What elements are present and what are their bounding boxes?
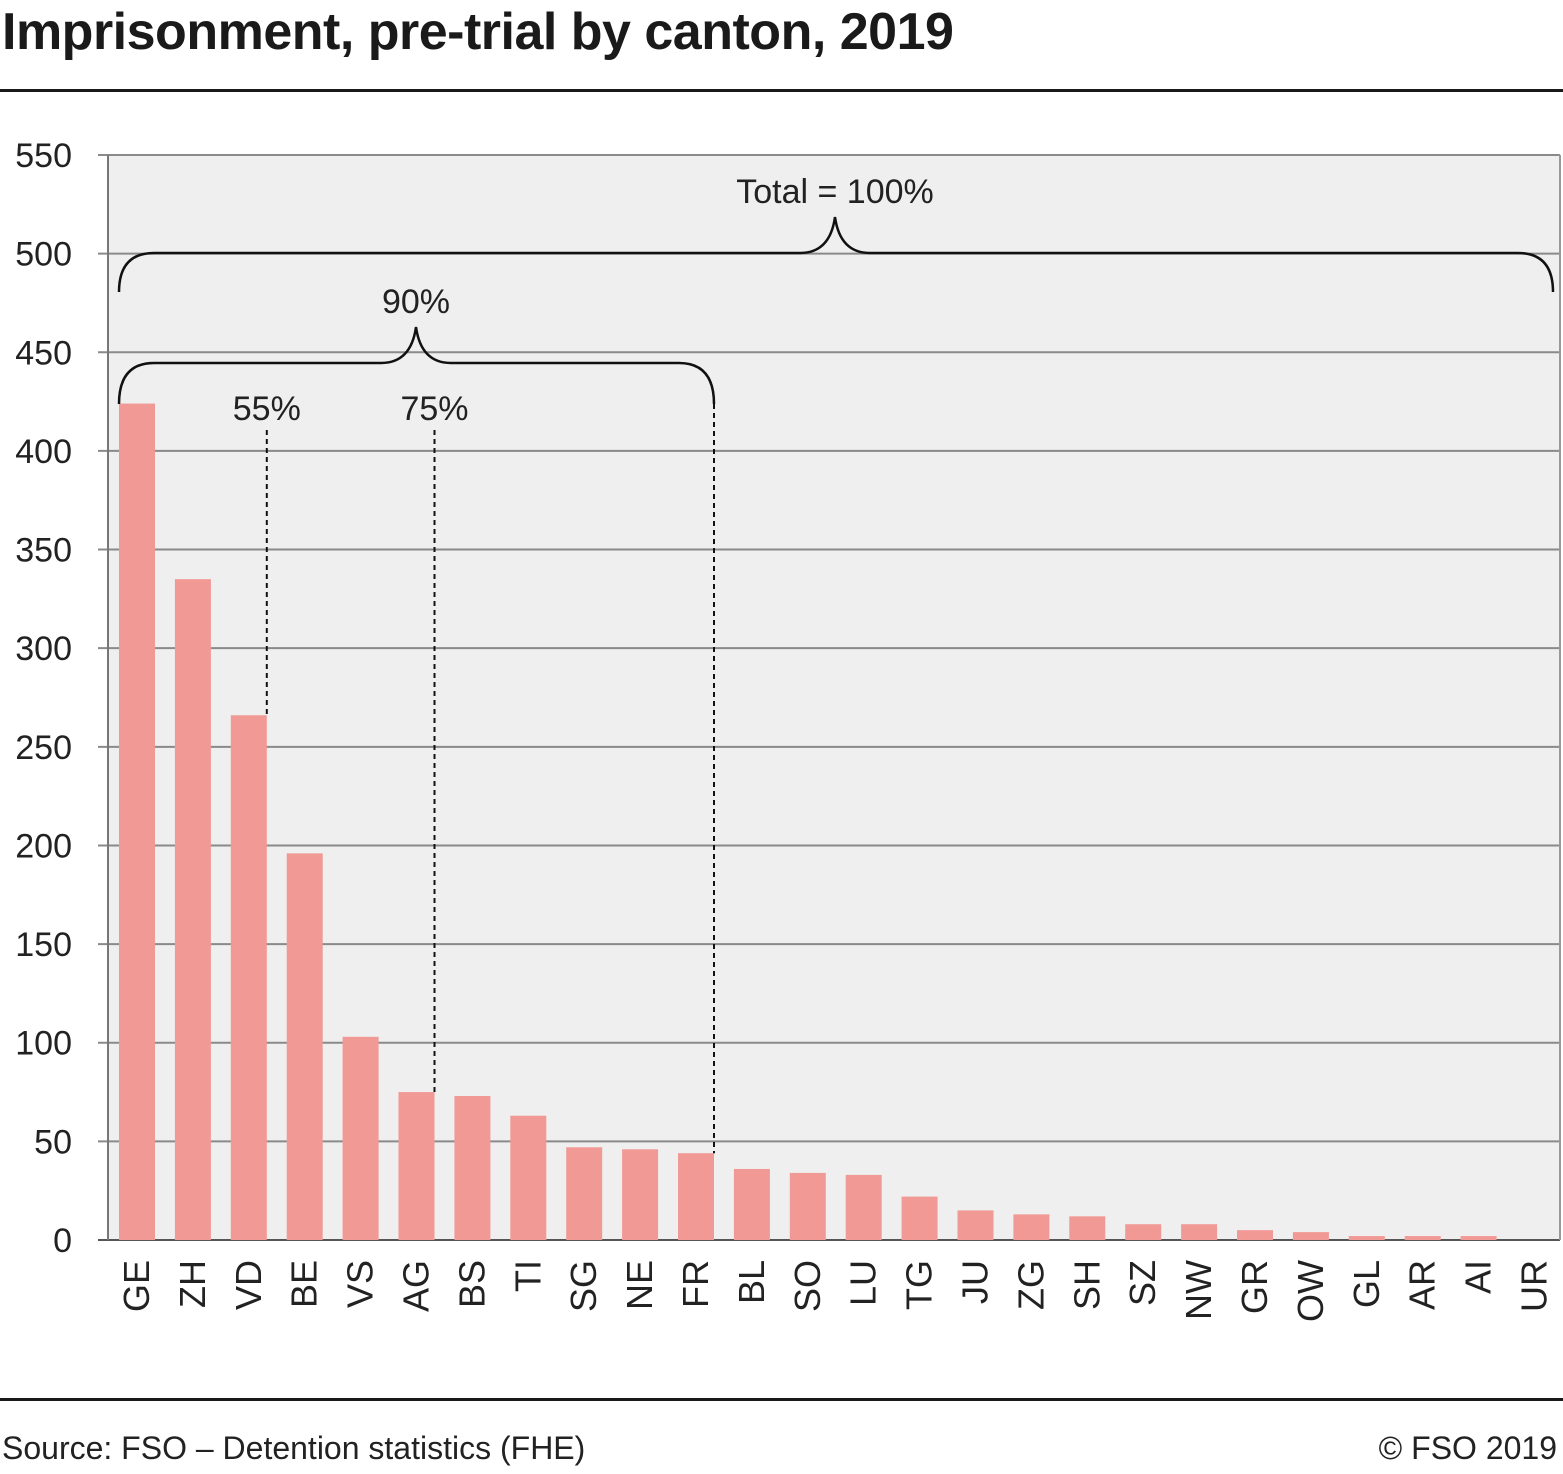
bar-bs bbox=[454, 1095, 491, 1240]
brace bbox=[117, 216, 1555, 293]
bar-ne bbox=[622, 1149, 659, 1240]
bar-tg bbox=[901, 1196, 938, 1240]
x-tick-label: ZG bbox=[1010, 1260, 1051, 1310]
x-tick-label: BL bbox=[731, 1260, 772, 1304]
bottom-rule bbox=[0, 1398, 1563, 1401]
bar-vs bbox=[342, 1036, 379, 1240]
bar-zh bbox=[174, 579, 211, 1240]
x-tick-label: NW bbox=[1178, 1260, 1219, 1320]
x-tick-label: SZ bbox=[1122, 1260, 1163, 1306]
y-tick-label: 450 bbox=[15, 334, 72, 372]
bar-ge bbox=[119, 403, 155, 1241]
bar-so bbox=[789, 1172, 826, 1240]
bar-ag bbox=[398, 1092, 435, 1240]
bar-lu bbox=[845, 1174, 882, 1240]
x-tick-label: GE bbox=[116, 1260, 157, 1312]
y-tick-label: 50 bbox=[34, 1123, 72, 1161]
copyright-note: © FSO 2019 bbox=[1378, 1430, 1557, 1466]
plot-background bbox=[108, 155, 1560, 1240]
x-tick-label: LU bbox=[843, 1260, 884, 1306]
brace-label: 90% bbox=[382, 283, 450, 321]
chart-title: Imprisonment, pre-trial by canton, 2019 bbox=[2, 3, 954, 61]
bar-ow bbox=[1292, 1232, 1329, 1240]
x-tick-label: VD bbox=[228, 1260, 269, 1310]
x-tick-label: GL bbox=[1346, 1260, 1387, 1308]
y-tick-label: 200 bbox=[15, 827, 72, 865]
y-tick-label: 400 bbox=[15, 433, 72, 471]
bar-nw bbox=[1181, 1224, 1218, 1240]
bar-sh bbox=[1069, 1216, 1106, 1240]
x-tick-label: AR bbox=[1402, 1260, 1443, 1310]
x-tick-label: SH bbox=[1066, 1260, 1107, 1310]
bar-be bbox=[286, 853, 323, 1240]
bar-vd bbox=[230, 715, 267, 1240]
x-tick-label: OW bbox=[1290, 1260, 1331, 1322]
x-tick-label: GR bbox=[1234, 1260, 1275, 1314]
bars bbox=[119, 403, 1497, 1241]
x-tick-label: SG bbox=[563, 1260, 604, 1312]
bar-chart: 0 50 100 150 200 250 300 350 400 450 500 550 GE ZH VD… bbox=[15, 137, 1561, 1322]
source-note: Source: FSO – Detention statistics (FHE) bbox=[2, 1430, 586, 1466]
x-tick-label: ZH bbox=[172, 1260, 213, 1308]
top-rule bbox=[0, 89, 1563, 92]
annotations: 55% 75% 90% Total = 100% bbox=[117, 173, 1555, 1154]
bar-zg bbox=[1013, 1214, 1050, 1240]
x-tick-label: AG bbox=[396, 1260, 437, 1312]
x-tick-label: NE bbox=[619, 1260, 660, 1310]
bar-sg bbox=[566, 1147, 603, 1240]
x-tick-label: BE bbox=[284, 1260, 325, 1308]
x-tick-label: AI bbox=[1458, 1260, 1499, 1294]
x-tick-label: SO bbox=[787, 1260, 828, 1312]
x-tick-label: FR bbox=[675, 1260, 716, 1308]
y-tick-label: 150 bbox=[15, 926, 72, 964]
y-tick-label: 0 bbox=[53, 1222, 72, 1260]
bar-fr bbox=[678, 1153, 714, 1240]
bar-ai bbox=[1460, 1236, 1497, 1240]
bar-ti bbox=[510, 1115, 547, 1240]
share-marker-label: 55% bbox=[233, 390, 301, 428]
y-tick-label: 250 bbox=[15, 729, 72, 767]
bar-bl bbox=[733, 1168, 770, 1240]
x-tick-label: TG bbox=[899, 1260, 940, 1310]
y-axis-ticks: 0 50 100 150 200 250 300 350 400 450 500 550 bbox=[15, 137, 72, 1260]
y-tick-label: 100 bbox=[15, 1025, 72, 1063]
bar-ju bbox=[957, 1210, 994, 1240]
y-tick-label: 550 bbox=[15, 137, 72, 175]
x-tick-label: BS bbox=[451, 1260, 492, 1308]
bar-gl bbox=[1348, 1236, 1385, 1240]
y-tick-label: 500 bbox=[15, 236, 72, 274]
bar-sz bbox=[1125, 1224, 1162, 1240]
share-marker-label: 75% bbox=[400, 390, 468, 428]
x-tick-label: JU bbox=[955, 1260, 996, 1304]
x-tick-label: VS bbox=[340, 1260, 381, 1308]
brace-label: Total = 100% bbox=[736, 173, 934, 211]
x-tick-label: TI bbox=[507, 1260, 548, 1292]
brace bbox=[117, 326, 716, 405]
x-tick-label: UR bbox=[1514, 1260, 1555, 1312]
x-axis-labels: GE ZH VD BE VS AG BS TI SG NE FR BL SO LU TG JU ZG SH SZ NW… bbox=[116, 1260, 1555, 1322]
y-tick-label: 350 bbox=[15, 532, 72, 570]
bar-gr bbox=[1237, 1230, 1273, 1240]
y-tick-label: 300 bbox=[15, 630, 72, 668]
bar-ar bbox=[1404, 1236, 1441, 1240]
